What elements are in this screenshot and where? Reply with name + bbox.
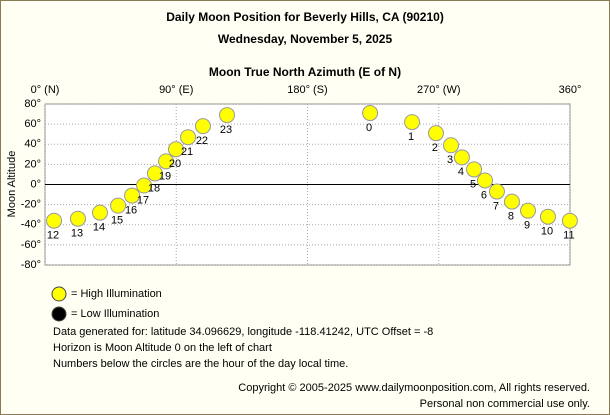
legend-label: = High Illumination (71, 288, 162, 300)
hour-label: 15 (111, 215, 123, 227)
y-tick-label: -60° (21, 239, 41, 251)
x-axis-label: Moon True North Azimuth (E of N) (209, 65, 401, 79)
hour-label: 10 (541, 226, 553, 238)
copyright: Copyright © 2005-2025 www.dailymoonposit… (238, 382, 590, 394)
y-tick-label: -80° (21, 259, 41, 271)
y-axis-label: Moon Altitude (6, 151, 18, 218)
moon-point (561, 212, 578, 229)
hour-label: 22 (196, 135, 208, 147)
hour-label: 21 (181, 146, 193, 158)
hour-label: 0 (366, 122, 372, 134)
note: Numbers below the circles are the hour o… (53, 358, 348, 370)
x-tick-label: 90° (E) (159, 84, 193, 96)
y-tick-label: 0° (30, 178, 41, 190)
moon-point (194, 118, 211, 135)
y-tick-label: -40° (21, 219, 41, 231)
moon-point (404, 114, 421, 131)
y-tick-label: 80° (24, 98, 41, 110)
moon-point (476, 172, 493, 189)
moon-point (91, 204, 108, 221)
moon-point (539, 208, 556, 225)
moon-point (124, 187, 141, 204)
moon-point (136, 177, 153, 194)
hour-label: 9 (524, 220, 530, 232)
moon-point (110, 197, 127, 214)
x-tick-label: 180° (S) (287, 84, 327, 96)
hour-label: 14 (93, 222, 105, 234)
legend-swatch (51, 286, 67, 302)
chart-title: Daily Moon Position for Beverly Hills, C… (166, 10, 444, 24)
hour-label: 23 (220, 124, 232, 136)
moon-point (46, 212, 63, 229)
hour-label: 8 (508, 211, 514, 223)
chart-subtitle: Wednesday, November 5, 2025 (218, 32, 393, 46)
hour-label: 2 (432, 142, 438, 154)
y-tick-label: 40° (24, 138, 41, 150)
moon-point (219, 107, 235, 124)
hour-label: 4 (458, 166, 464, 178)
y-tick-label: 20° (24, 158, 41, 170)
moon-point (488, 183, 505, 200)
moon-point (167, 141, 184, 158)
hour-label: 11 (563, 230, 574, 242)
copyright: Personal non commercial use only. (420, 398, 590, 410)
note: Horizon is Moon Altitude 0 on the left o… (53, 342, 272, 354)
hour-label: 17 (137, 194, 149, 206)
legend-label: = Low Illumination (71, 308, 159, 320)
note: Data generated for: latitude 34.096629, … (53, 326, 433, 338)
moon-point (362, 105, 379, 122)
moon-point (69, 210, 86, 227)
hour-label: 20 (169, 158, 181, 170)
x-tick-label: 270° (W) (417, 84, 461, 96)
moon-point (453, 149, 470, 166)
moon-point (427, 125, 444, 142)
moon-point (443, 137, 459, 154)
hour-label: 13 (71, 228, 83, 240)
moon-point (503, 193, 520, 210)
moon-point (146, 165, 163, 182)
y-tick-label: 60° (24, 118, 41, 130)
legend-swatch (51, 306, 67, 322)
y-tick-label: -20° (21, 199, 41, 211)
moon-point (158, 153, 175, 170)
hour-label: 12 (47, 230, 59, 242)
hour-label: 7 (493, 200, 499, 212)
hour-label: 1 (408, 131, 414, 143)
moon-point (466, 161, 483, 178)
hour-label: 18 (148, 182, 160, 194)
hour-label: 5 (470, 178, 476, 190)
moon-point (180, 129, 197, 146)
hour-label: 3 (447, 154, 453, 166)
x-tick-label: 0° (N) (31, 84, 60, 96)
hour-label: 19 (159, 170, 171, 182)
x-tick-label: 360° (559, 84, 582, 96)
moon-point (520, 202, 536, 219)
hour-label: 6 (481, 189, 487, 201)
hour-label: 16 (125, 204, 137, 216)
